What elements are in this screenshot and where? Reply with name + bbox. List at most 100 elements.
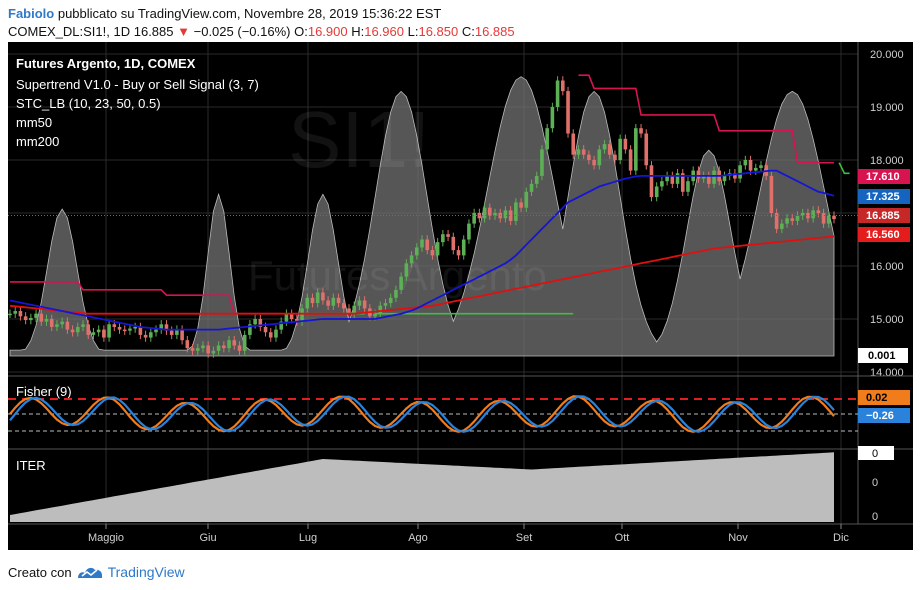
fisher-last-label: 0.02 bbox=[866, 392, 887, 404]
price-last-badge bbox=[858, 208, 910, 223]
low-label: L: bbox=[407, 24, 419, 39]
candle-body bbox=[164, 324, 169, 331]
candle-body bbox=[461, 239, 466, 256]
candle-body bbox=[242, 334, 247, 351]
candle-body bbox=[195, 348, 200, 351]
candle-body bbox=[545, 128, 549, 150]
candle-body bbox=[826, 215, 831, 224]
chart-canvas[interactable]: SI1! Futures Argento Futures Argento, 1D… bbox=[8, 42, 913, 550]
candle-body bbox=[404, 263, 409, 277]
candle-body bbox=[425, 239, 430, 251]
fisher-last-badge bbox=[858, 390, 910, 405]
legend-supertrend[interactable]: Supertrend V1.0 - Buy or Sell Signal (3,… bbox=[16, 77, 259, 92]
candle-body bbox=[154, 329, 158, 333]
candle-body bbox=[644, 133, 649, 166]
iter-axis[interactable]: 0 0 0 bbox=[858, 446, 894, 523]
legend-mm200[interactable]: mm200 bbox=[16, 134, 59, 149]
candle-body bbox=[284, 313, 289, 322]
time-tick-label: Nov bbox=[728, 532, 748, 544]
author-name[interactable]: Fabiolo bbox=[8, 6, 55, 21]
candle-body bbox=[696, 170, 701, 179]
candle-body bbox=[347, 308, 351, 314]
candle-body bbox=[446, 234, 450, 237]
candle-body bbox=[138, 326, 143, 335]
legend-stc[interactable]: STC_LB (10, 23, 50, 0.5) bbox=[16, 96, 161, 111]
candle-body bbox=[451, 236, 456, 251]
candle-body bbox=[206, 345, 210, 354]
mm200-last-label: 16.560 bbox=[866, 229, 900, 241]
candle-body bbox=[29, 317, 33, 321]
candle-body bbox=[790, 218, 795, 221]
candle-body bbox=[487, 207, 492, 216]
candle-body bbox=[555, 80, 560, 107]
candle-body bbox=[759, 165, 763, 168]
time-tick-label: Set bbox=[516, 532, 533, 544]
candle-body bbox=[571, 133, 576, 155]
candle-body bbox=[211, 350, 216, 354]
candle-body bbox=[49, 319, 54, 327]
candles bbox=[8, 76, 836, 358]
close-label: C: bbox=[461, 24, 475, 39]
candle-body bbox=[748, 160, 753, 171]
candle-body bbox=[34, 313, 38, 318]
candle-body bbox=[23, 316, 28, 321]
candle-body bbox=[326, 300, 330, 306]
candle-body bbox=[639, 128, 643, 134]
time-tick-label: Maggio bbox=[88, 532, 124, 544]
candle-body bbox=[743, 160, 748, 166]
candle-body bbox=[456, 250, 461, 256]
legend-mm50[interactable]: mm50 bbox=[16, 115, 52, 130]
candle-body bbox=[388, 297, 393, 304]
fisher-title: Fisher (9) bbox=[16, 384, 72, 399]
candle-body bbox=[618, 138, 622, 160]
candle-body bbox=[128, 328, 132, 331]
price-axis-labels: 17.610 17.325 16.885 16.560 0.001 bbox=[858, 169, 910, 363]
candle-body bbox=[201, 345, 205, 349]
candle-body bbox=[305, 297, 310, 309]
watermark-symbol: SI1! bbox=[288, 95, 430, 184]
candle-body bbox=[175, 329, 179, 335]
time-axis[interactable]: Maggio Giu Lug Ago Set Ott Nov Dic bbox=[88, 524, 849, 544]
candle-body bbox=[634, 128, 638, 171]
candle-body bbox=[227, 340, 231, 349]
candle-body bbox=[378, 305, 383, 314]
candle-body bbox=[738, 165, 742, 179]
tradingview-brand-link[interactable]: TradingView bbox=[107, 564, 185, 580]
candle-body bbox=[712, 170, 716, 184]
candle-body bbox=[216, 345, 221, 351]
mm50-last-badge bbox=[858, 189, 910, 204]
candle-body bbox=[315, 292, 320, 304]
time-tick-label: Giu bbox=[199, 532, 216, 544]
open-value: 16.900 bbox=[307, 24, 348, 39]
candle-body bbox=[383, 303, 388, 306]
candle-body bbox=[785, 218, 789, 224]
price-tick-label: 20.000 bbox=[870, 49, 904, 61]
candle-body bbox=[169, 330, 174, 335]
candle-body bbox=[60, 321, 64, 325]
candle-body bbox=[149, 332, 153, 338]
candle-body bbox=[529, 183, 534, 192]
supertrend-last-badge bbox=[858, 169, 910, 184]
price-tick-label: 14.000 bbox=[870, 367, 904, 379]
candle-body bbox=[774, 213, 779, 229]
time-tick-label: Dic bbox=[833, 532, 849, 544]
publish-header: Fabiolo pubblicato su TradingView.com, N… bbox=[8, 6, 441, 21]
candle-body bbox=[185, 340, 190, 349]
candle-body bbox=[660, 181, 664, 187]
candle-body bbox=[435, 242, 440, 256]
candle-body bbox=[159, 324, 164, 330]
candle-body bbox=[680, 173, 685, 192]
iter-title: ITER bbox=[16, 458, 46, 473]
candle-body bbox=[602, 144, 607, 150]
candle-body bbox=[190, 348, 195, 351]
mm50-line bbox=[9, 169, 835, 331]
low-value: 16.850 bbox=[418, 24, 459, 39]
candle-body bbox=[143, 334, 148, 338]
price-last-label: 16.885 bbox=[866, 210, 900, 222]
candle-body bbox=[102, 329, 106, 338]
candle-body bbox=[274, 329, 278, 338]
stc-last-badge bbox=[858, 348, 908, 363]
candle-body bbox=[550, 107, 555, 129]
candle-body bbox=[258, 319, 263, 327]
last-price: 16.885 bbox=[133, 24, 174, 39]
